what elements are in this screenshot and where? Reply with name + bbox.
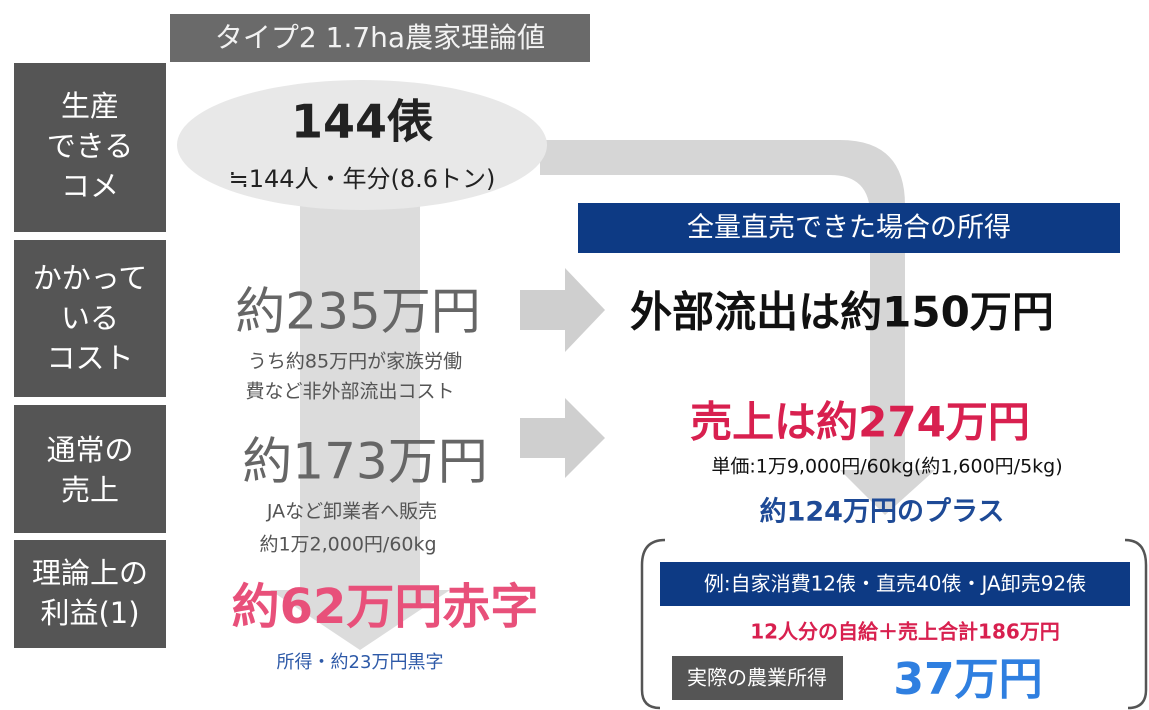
total: 12人分の自給＋売上合計186万円 bbox=[750, 620, 1060, 644]
row-label-box bbox=[14, 540, 166, 648]
outflow: 外部流出は約150万円 bbox=[630, 288, 1054, 337]
sales-note: JAなど卸業者へ販売 bbox=[266, 501, 437, 523]
example: 例:自家消費12俵・直売40俵・JA卸売92俵 bbox=[704, 572, 1086, 596]
sales-main: 約173万円 bbox=[242, 433, 487, 491]
row-label: コメ bbox=[61, 169, 119, 203]
curved-arrow bbox=[540, 140, 935, 515]
banner bbox=[578, 203, 1120, 253]
sales-note: 約1万2,000円/60kg bbox=[259, 534, 436, 556]
banner-text: 全量直売できた場合の所得 bbox=[687, 213, 1011, 244]
production-ellipse bbox=[177, 80, 547, 210]
production-main: 144俵 bbox=[291, 95, 433, 149]
row-label: 通常の bbox=[46, 433, 133, 467]
cost-note: 費など非外部流出コスト bbox=[245, 381, 454, 403]
title-box bbox=[170, 14, 590, 62]
row-label-box bbox=[14, 63, 166, 232]
row-label: コスト bbox=[46, 341, 133, 375]
production-sub: ≒144人・年分(8.6トン) bbox=[229, 165, 496, 193]
income: 37万円 bbox=[893, 654, 1042, 705]
row-label-box bbox=[14, 405, 166, 533]
title: タイプ2 1.7ha農家理論値 bbox=[215, 21, 545, 54]
row-label: 利益(1) bbox=[40, 596, 139, 630]
bracket bbox=[640, 538, 1148, 710]
down-arrow bbox=[270, 200, 450, 650]
profit-note: 所得・約23万円黒字 bbox=[277, 652, 444, 673]
income-label-box bbox=[672, 656, 843, 700]
cost-main: 約235万円 bbox=[235, 283, 480, 341]
row-label: いる bbox=[61, 301, 119, 335]
profit-main: 約62万円赤字 bbox=[232, 579, 539, 635]
plus: 約124万円のプラス bbox=[760, 496, 1005, 528]
row-label: 理論上の bbox=[32, 556, 148, 590]
row-label-box bbox=[14, 240, 166, 397]
row-label: 売上 bbox=[61, 473, 119, 507]
row-label: かかって bbox=[33, 261, 148, 295]
row-label: 生産 bbox=[61, 89, 119, 123]
unit-price: 単価:1万9,000円/60kg(約1,600円/5kg) bbox=[711, 456, 1062, 478]
row-label: できる bbox=[47, 129, 133, 163]
right-arrow bbox=[520, 268, 605, 352]
right-arrow bbox=[520, 398, 605, 478]
income-label: 実際の農業所得 bbox=[687, 666, 827, 690]
example-box bbox=[660, 562, 1130, 606]
cost-note: うち約85万円が家族労働 bbox=[248, 351, 462, 373]
direct-sales: 売上は約274万円 bbox=[690, 398, 1030, 447]
